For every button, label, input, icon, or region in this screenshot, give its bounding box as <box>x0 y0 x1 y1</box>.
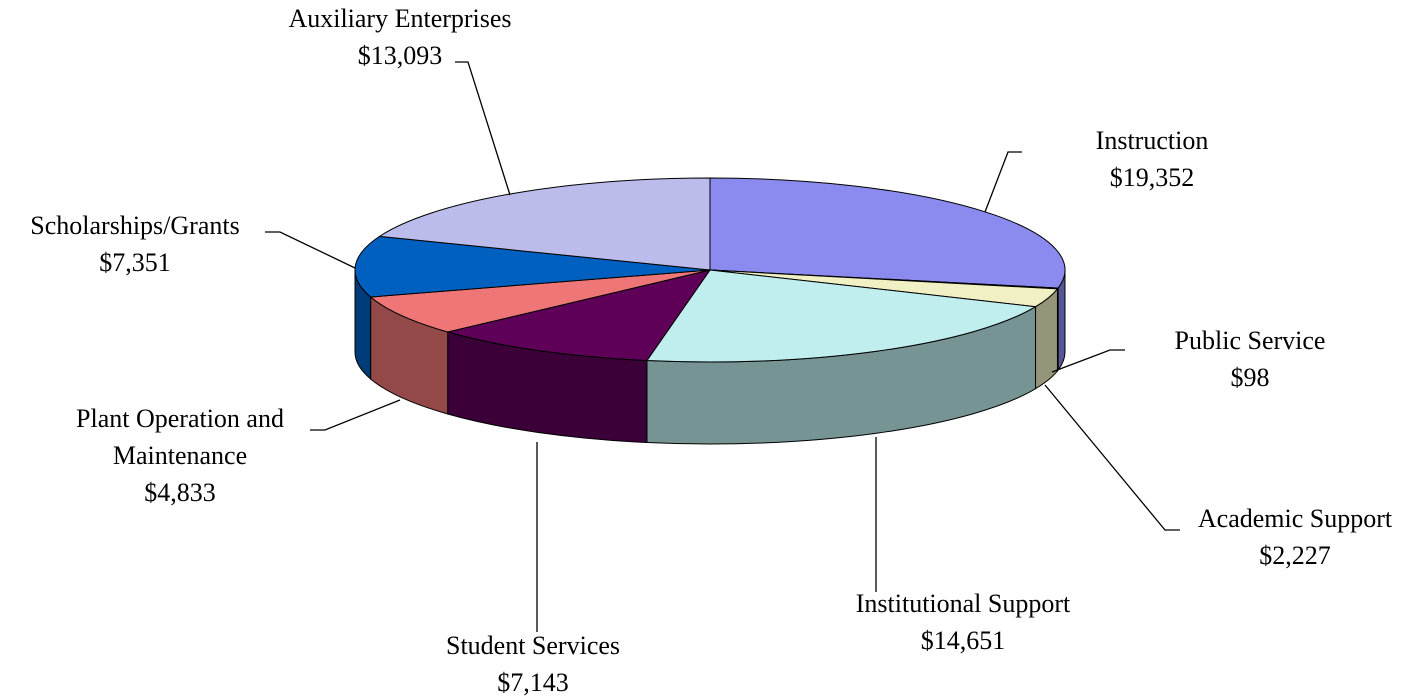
slice-label: Auxiliary Enterprises $13,093 <box>288 0 511 74</box>
slice-label: Plant Operation and Maintenance $4,833 <box>50 400 310 511</box>
value-label: $4,833 <box>144 478 216 507</box>
leader-line <box>265 231 356 269</box>
value-label: $7,351 <box>99 248 171 277</box>
leader-line <box>1051 349 1125 373</box>
slice-label: Student Services $7,143 <box>446 627 620 699</box>
value-label: $14,651 <box>920 626 1006 655</box>
slice-label: Scholarships/Grants $7,351 <box>30 207 239 281</box>
leader-line <box>455 61 511 196</box>
slice-label: Instruction $19,352 <box>1096 122 1209 196</box>
pie-slice <box>354 235 711 298</box>
leader-line <box>984 151 1022 213</box>
value-label: $13,093 <box>357 41 443 70</box>
category-name: Public Service <box>1174 326 1326 355</box>
category-name: Plant Operation and Maintenance <box>76 404 284 470</box>
category-name: Auxiliary Enterprises <box>288 4 512 33</box>
slice-label: Public Service $98 <box>1175 322 1326 396</box>
leader-line <box>310 399 401 431</box>
pie-slice <box>369 269 711 333</box>
pie-slice <box>445 269 712 362</box>
category-name: Academic Support <box>1197 504 1393 533</box>
value-label: $2,227 <box>1259 541 1331 570</box>
pie-slice <box>709 177 1066 289</box>
category-name: Instruction <box>1095 126 1209 155</box>
value-label: $98 <box>1230 363 1270 392</box>
slice-label: Academic Support $2,227 <box>1198 500 1392 574</box>
category-name: Scholarships/Grants <box>30 211 240 240</box>
category-name: Institutional Support <box>855 589 1071 618</box>
leader-line <box>1044 384 1180 531</box>
value-label: $19,352 <box>1109 163 1195 192</box>
category-name: Student Services <box>445 631 621 660</box>
pie-slice <box>646 269 1038 363</box>
slice-label: Institutional Support $14,651 <box>856 585 1071 659</box>
value-label: $7,143 <box>497 668 569 697</box>
